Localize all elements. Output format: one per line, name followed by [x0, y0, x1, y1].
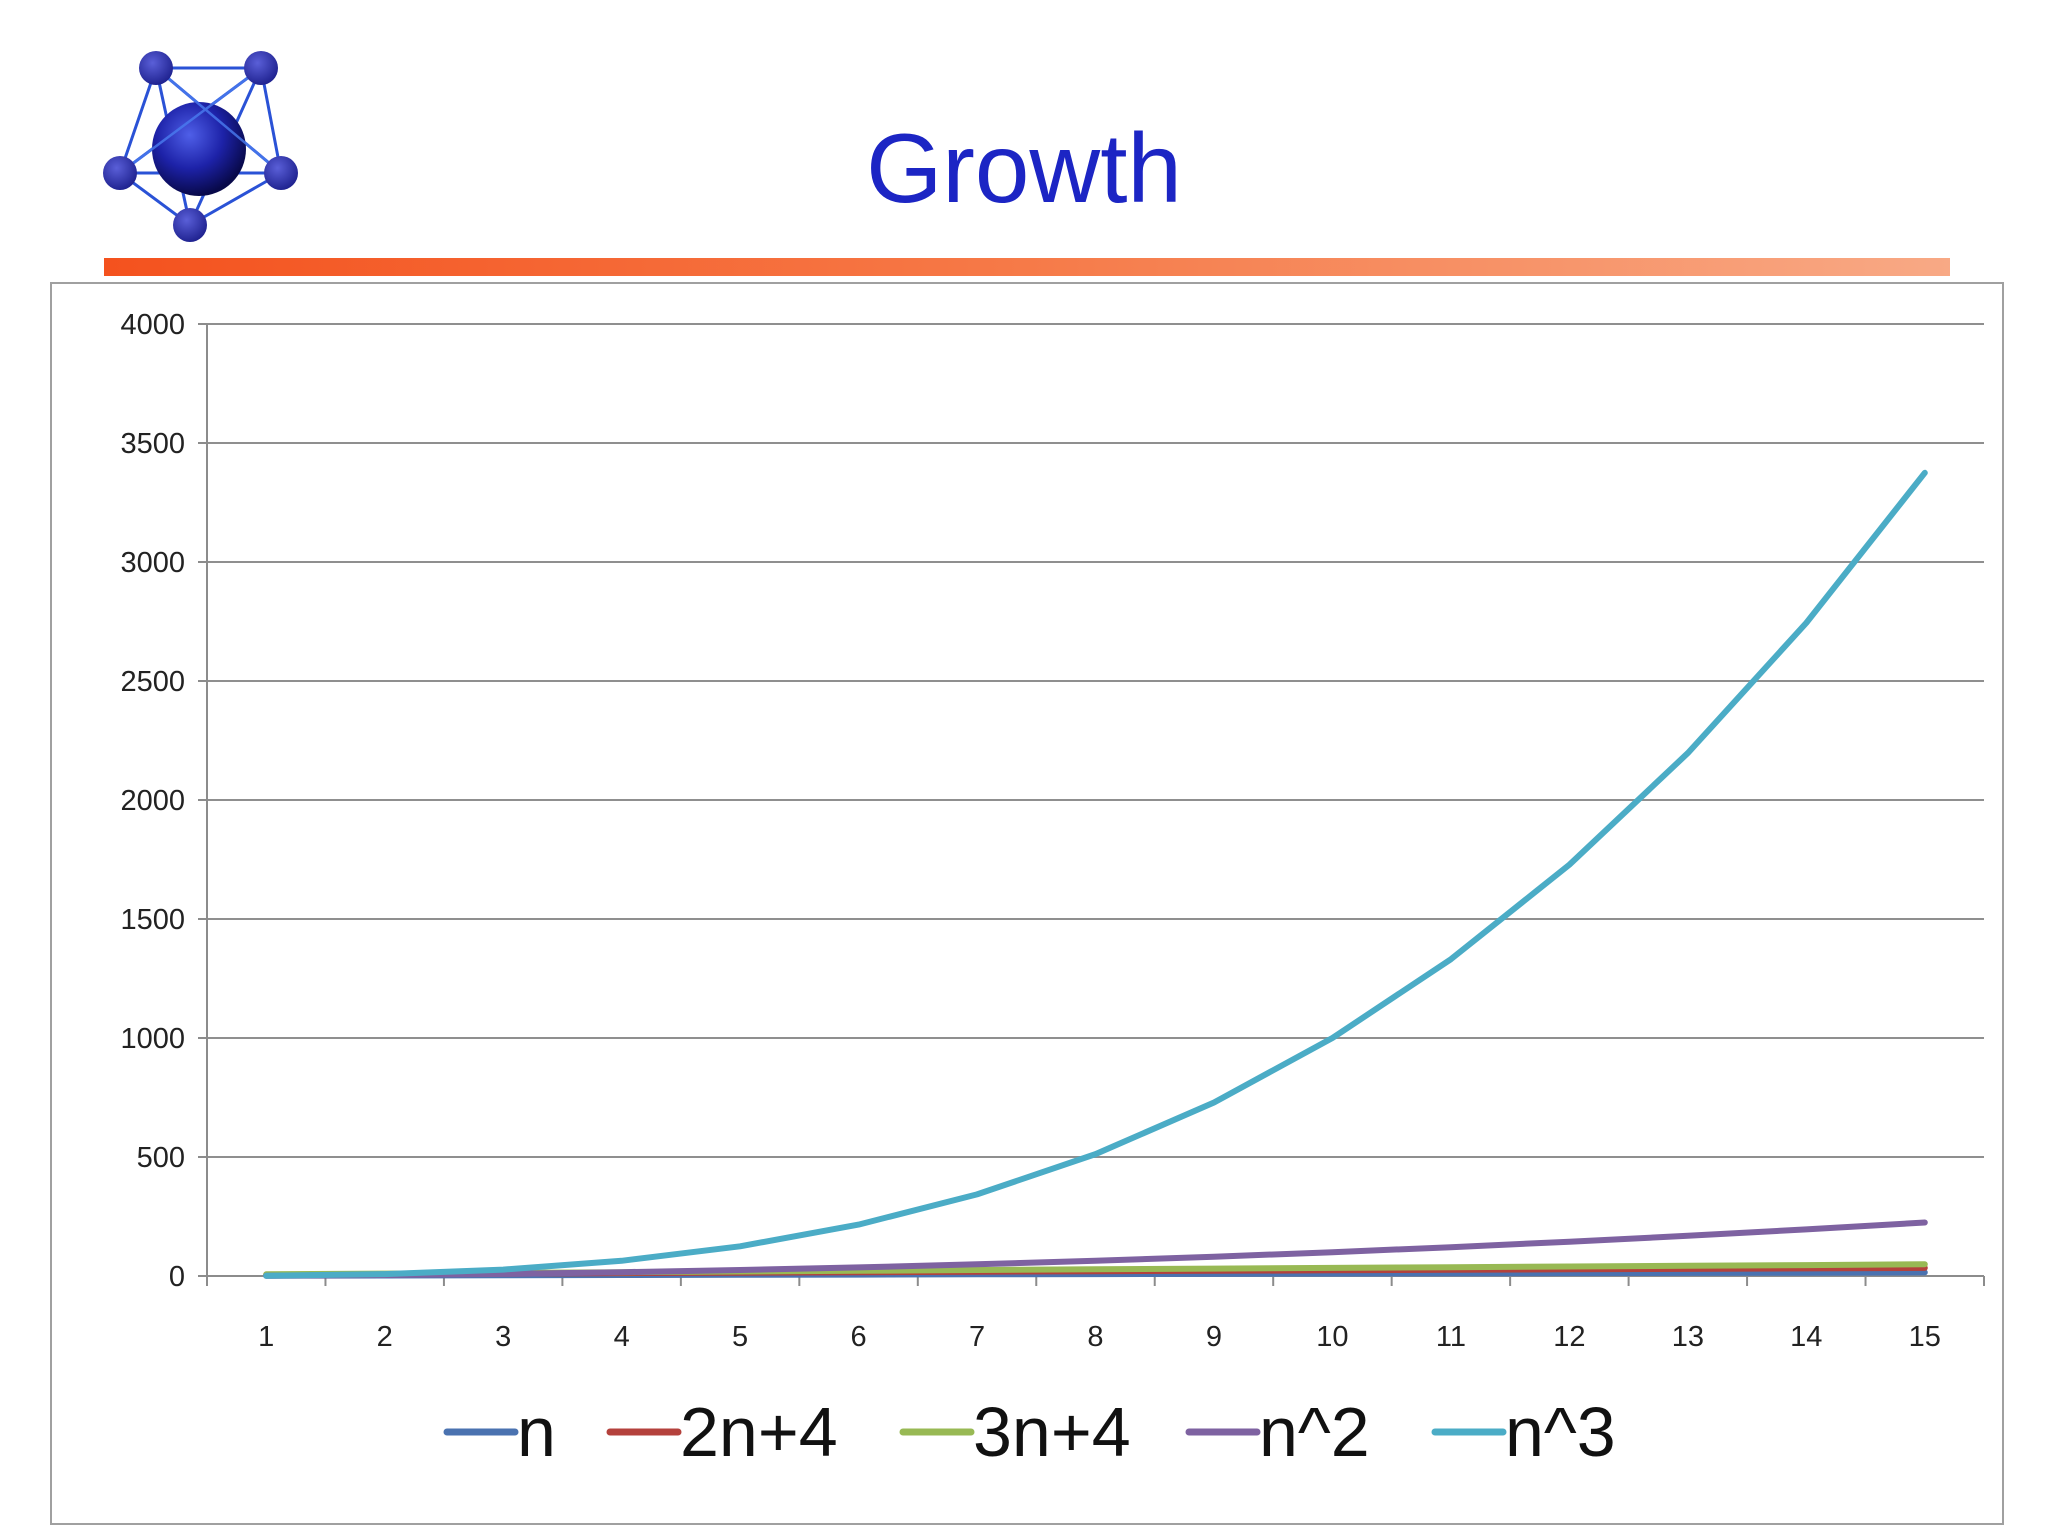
- x-tick-label: 11: [1436, 1321, 1466, 1353]
- x-tick-label: 15: [1909, 1321, 1941, 1353]
- y-tick-label: 1500: [120, 904, 185, 936]
- y-tick-label: 4000: [120, 309, 185, 341]
- x-tick-label: 13: [1672, 1321, 1704, 1353]
- x-tick-label: 4: [614, 1321, 630, 1353]
- x-tick-label: 6: [850, 1321, 866, 1353]
- x-tick-label: 1: [258, 1321, 274, 1353]
- x-tick-label: 9: [1206, 1321, 1222, 1353]
- x-tick-label: 10: [1316, 1321, 1348, 1353]
- legend-label: 3n+4: [973, 1393, 1131, 1471]
- legend-label: 2n+4: [680, 1393, 838, 1471]
- x-tick-label: 12: [1553, 1321, 1585, 1353]
- title-divider: [104, 258, 1950, 276]
- x-tick-label: 2: [377, 1321, 393, 1353]
- y-tick-label: 1000: [120, 1023, 185, 1055]
- y-tick-label: 3500: [120, 428, 185, 460]
- series-line-n^3: [263, 469, 1928, 1279]
- legend-label: n: [517, 1393, 556, 1471]
- x-tick-label: 5: [732, 1321, 748, 1353]
- molecule-network-icon: [103, 51, 298, 242]
- chart-frame: 0 500 1000 1500 2000 2500 3000 3500 4000 1 2 3 4 5 6 7 8…: [50, 282, 2004, 1525]
- series-line-n^2: [263, 1219, 1928, 1279]
- y-tick-label: 0: [169, 1261, 185, 1293]
- y-tick-label: 3000: [120, 547, 185, 579]
- x-tick-label: 8: [1087, 1321, 1103, 1353]
- x-tick-label: 14: [1790, 1321, 1822, 1353]
- y-tick-label: 2000: [120, 785, 185, 817]
- legend-label: n^3: [1505, 1393, 1616, 1471]
- y-tick-label: 2500: [120, 666, 185, 698]
- y-tick-label: 500: [137, 1142, 185, 1174]
- legend-label: n^2: [1259, 1393, 1370, 1471]
- slide-title: Growth: [866, 113, 1182, 223]
- x-tick-label: 7: [969, 1321, 985, 1353]
- x-tick-label: 3: [495, 1321, 511, 1353]
